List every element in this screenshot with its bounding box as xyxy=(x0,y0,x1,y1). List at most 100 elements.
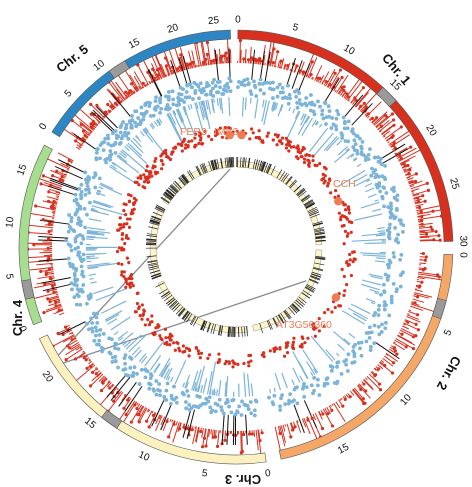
blue-dot xyxy=(220,408,224,413)
red-bar xyxy=(400,164,403,166)
inner-tick xyxy=(281,172,288,182)
blue-dot xyxy=(107,350,112,355)
red-dot xyxy=(424,232,429,236)
blue-dot xyxy=(118,140,123,145)
inner-red-dot xyxy=(183,146,187,150)
inner-tick xyxy=(181,310,189,320)
red-dot xyxy=(276,50,280,54)
red-bar xyxy=(257,429,262,456)
red-bar xyxy=(124,97,128,100)
blue-bar xyxy=(211,389,214,396)
red-bar xyxy=(322,408,333,425)
inner-tick xyxy=(169,301,178,309)
chr5-tick-25: 25 xyxy=(207,15,220,27)
inner-red-dot xyxy=(123,242,127,246)
inner-tick xyxy=(146,233,157,236)
inner-tick xyxy=(315,255,326,258)
blue-dot xyxy=(295,88,299,93)
inner-tick xyxy=(150,272,161,277)
inner-red-dot xyxy=(347,208,351,212)
red-bar xyxy=(346,80,363,101)
inner-red-dot xyxy=(323,174,327,178)
inner-red-dot xyxy=(268,349,272,353)
blue-bar xyxy=(348,332,356,339)
red-bar xyxy=(406,176,411,179)
inner-tick xyxy=(182,174,189,184)
red-bar xyxy=(107,110,111,114)
blue-dot xyxy=(364,155,368,160)
blue-dot xyxy=(218,85,222,90)
red-bar xyxy=(160,63,167,77)
red-bar xyxy=(344,395,347,399)
red-dot xyxy=(342,89,346,93)
inner-tick xyxy=(168,187,177,195)
red-bar xyxy=(87,362,94,368)
blue-dot xyxy=(70,287,74,292)
blue-bar xyxy=(243,372,247,397)
black-mark xyxy=(170,59,182,89)
red-bar xyxy=(107,109,112,113)
red-bar xyxy=(43,182,62,189)
red-bar xyxy=(330,76,339,90)
inner-red-dot xyxy=(322,181,326,185)
red-bar xyxy=(273,53,278,68)
inner-red-dot xyxy=(217,357,222,362)
blue-dot xyxy=(211,86,215,91)
blue-dot xyxy=(67,224,72,229)
blue-bar xyxy=(144,127,149,132)
red-bar xyxy=(379,362,392,373)
blue-dot xyxy=(271,80,275,85)
red-bar xyxy=(414,198,422,202)
inner-tick xyxy=(172,182,181,190)
red-bar xyxy=(296,420,299,423)
red-bar xyxy=(344,78,361,100)
blue-dot xyxy=(364,331,369,335)
red-bar xyxy=(51,211,56,214)
red-bar xyxy=(155,78,158,82)
chr4-tick-10: 10 xyxy=(4,216,16,229)
blue-bar xyxy=(170,376,174,383)
red-bar xyxy=(205,428,210,445)
red-bar xyxy=(168,49,178,73)
blue-dot xyxy=(392,189,396,193)
red-bar xyxy=(402,325,410,330)
inner-red-dot xyxy=(194,346,199,350)
blue-bar xyxy=(122,340,128,346)
red-bar xyxy=(145,84,148,87)
blue-dot xyxy=(69,248,74,253)
blue-dot xyxy=(288,392,293,397)
chr1-tick-25: 25 xyxy=(447,177,461,191)
blue-dot xyxy=(394,289,399,294)
red-bar xyxy=(64,329,73,335)
red-bar xyxy=(385,352,398,362)
red-dot xyxy=(324,80,328,84)
black-mark xyxy=(49,179,79,191)
red-bar xyxy=(121,401,137,426)
blue-bar xyxy=(277,104,283,117)
blue-dot xyxy=(375,185,380,190)
inner-red-dot xyxy=(122,270,126,274)
inner-tick xyxy=(278,314,285,324)
blue-dot xyxy=(170,89,175,94)
blue-bar xyxy=(110,164,117,170)
inner-tick xyxy=(242,157,244,168)
red-bar xyxy=(63,128,85,144)
blue-dot xyxy=(252,408,257,413)
inner-tick xyxy=(149,221,160,225)
blue-dot xyxy=(217,397,222,402)
red-bar xyxy=(413,293,430,299)
red-bar xyxy=(416,211,420,213)
blue-bar xyxy=(376,257,386,260)
inner-tick xyxy=(313,223,323,227)
red-bar xyxy=(133,71,145,89)
inner-tick xyxy=(226,157,229,168)
red-dot xyxy=(362,382,366,386)
red-bar xyxy=(97,122,100,125)
blue-dot xyxy=(363,158,368,162)
blue-bar xyxy=(91,205,125,216)
red-bar xyxy=(56,197,59,199)
blue-dot xyxy=(386,205,391,210)
blue-bar xyxy=(374,291,379,295)
inner-tick xyxy=(305,203,316,209)
red-bar xyxy=(149,412,157,426)
